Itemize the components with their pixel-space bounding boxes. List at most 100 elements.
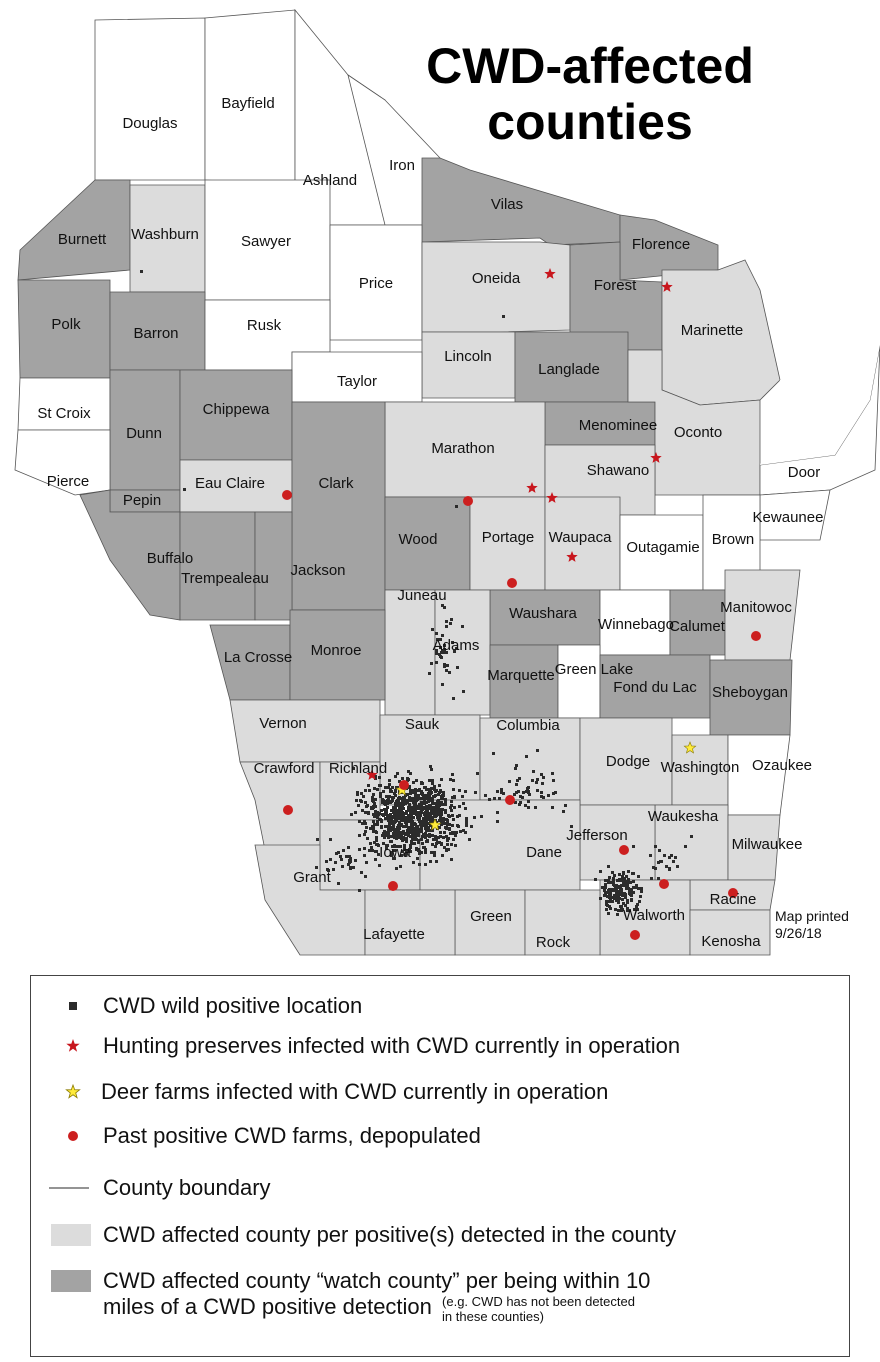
wild-positive-location [390, 800, 393, 803]
wild-positive-location [654, 845, 657, 848]
wild-positive-location [424, 811, 427, 814]
county-label-forest: Forest [594, 277, 637, 294]
wild-positive-location [409, 850, 412, 853]
legend-label-past-farms: Past positive CWD farms, depopulated [103, 1123, 481, 1148]
wild-positive-location [347, 846, 350, 849]
wild-positive-location [632, 891, 635, 894]
wild-positive-location [670, 854, 673, 857]
wild-positive-location [438, 653, 441, 656]
wild-positive-location [621, 875, 624, 878]
county-label-bayfield: Bayfield [221, 95, 274, 112]
wild-positive-location [637, 887, 640, 890]
wild-positive-location [541, 782, 544, 785]
wild-positive-location [391, 845, 394, 848]
county-label-langlade: Langlade [538, 361, 600, 378]
county-juneau [384, 589, 436, 716]
wild-positive-location [462, 802, 465, 805]
county-label-barron: Barron [133, 325, 178, 342]
wild-positive-location [395, 800, 398, 803]
legend-label-watch-line1: CWD affected county “watch county” per b… [103, 1268, 651, 1293]
wild-positive-location [421, 808, 424, 811]
wild-positive-location [624, 904, 627, 907]
wild-positive-location [370, 846, 373, 849]
county-label-green-lake: Green Lake [555, 661, 633, 678]
wild-positive-location [389, 820, 392, 823]
wild-positive-location [400, 854, 403, 857]
wild-positive-location [440, 651, 443, 654]
wild-positive-location [410, 799, 413, 802]
county-label-jackson: Jackson [290, 562, 345, 579]
county-lincoln [421, 331, 516, 399]
past-positive-farm-marker [507, 578, 517, 588]
wild-positive-location [400, 833, 403, 836]
lake-michigan-shoreline [760, 330, 880, 465]
county-label-monroe: Monroe [311, 642, 362, 659]
wild-positive-location [427, 818, 430, 821]
wild-positive-location [442, 791, 445, 794]
deer-farm-star-marker [683, 741, 697, 754]
wild-positive-location [488, 798, 491, 801]
wild-positive-location [390, 854, 393, 857]
wild-positive-location [446, 664, 449, 667]
wild-positive-location [604, 886, 607, 889]
county-label-lincoln: Lincoln [444, 348, 492, 365]
wild-positive-location [362, 795, 365, 798]
wild-positive-location [599, 870, 602, 873]
past-positive-farm-marker [282, 490, 292, 500]
wild-positive-location [620, 884, 623, 887]
wild-positive-location [428, 835, 431, 838]
wild-positive-location [458, 789, 461, 792]
wild-positive-location [431, 834, 434, 837]
wild-positive-location [397, 811, 400, 814]
wild-positive-location [443, 651, 446, 654]
county-label-chippewa: Chippewa [203, 401, 270, 418]
wild-positive-location [418, 863, 421, 866]
wild-positive-location [603, 889, 606, 892]
wild-positive-location [445, 651, 448, 654]
wild-positive-location [340, 858, 343, 861]
wild-positive-location [606, 900, 609, 903]
wild-positive-location [441, 795, 444, 798]
wild-positive-location [619, 889, 622, 892]
past-positive-farm-marker [388, 881, 398, 891]
wild-positive-location [398, 821, 401, 824]
wild-positive-location [611, 900, 614, 903]
wild-positive-location [417, 805, 420, 808]
wild-positive-location [421, 820, 424, 823]
wild-positive-location [552, 792, 555, 795]
farm-markers [282, 268, 761, 940]
wild-positive-location [364, 801, 367, 804]
wild-positive-location [406, 829, 409, 832]
legend-label-deer-farms: Deer farms infected with CWD currently i… [101, 1079, 609, 1104]
hunting-preserve-star-marker [526, 482, 538, 493]
wild-positive-location [431, 817, 434, 820]
wild-positive-location [402, 812, 405, 815]
wild-positive-location [420, 802, 423, 805]
wild-positive-location [411, 812, 414, 815]
wild-positive-location [562, 810, 565, 813]
county-label-ashland: Ashland [303, 172, 357, 189]
wild-positive-location [433, 788, 436, 791]
wild-positive-location [373, 815, 376, 818]
wild-positive-location [514, 801, 517, 804]
wild-positive-location [363, 847, 366, 850]
wild-positive-location [397, 834, 400, 837]
wild-positive-location [453, 650, 456, 653]
wild-positive-location [418, 797, 421, 800]
wild-positive-location [424, 848, 427, 851]
wild-positive-location [431, 820, 434, 823]
wild-positive-location [438, 791, 441, 794]
wild-positive-location [390, 809, 393, 812]
wild-positive-location [409, 844, 412, 847]
wild-positive-location [402, 817, 405, 820]
wild-positive-location [384, 800, 387, 803]
wild-positive-location [397, 845, 400, 848]
wild-positive-location [378, 864, 381, 867]
wild-positive-location [480, 815, 483, 818]
county-label-fond-du-lac: Fond du Lac [613, 679, 697, 696]
wild-positive-location [616, 879, 619, 882]
wild-positive-location [428, 833, 431, 836]
wild-positive-location [422, 817, 425, 820]
wild-positive-location [407, 770, 410, 773]
wild-positive-location [400, 816, 403, 819]
